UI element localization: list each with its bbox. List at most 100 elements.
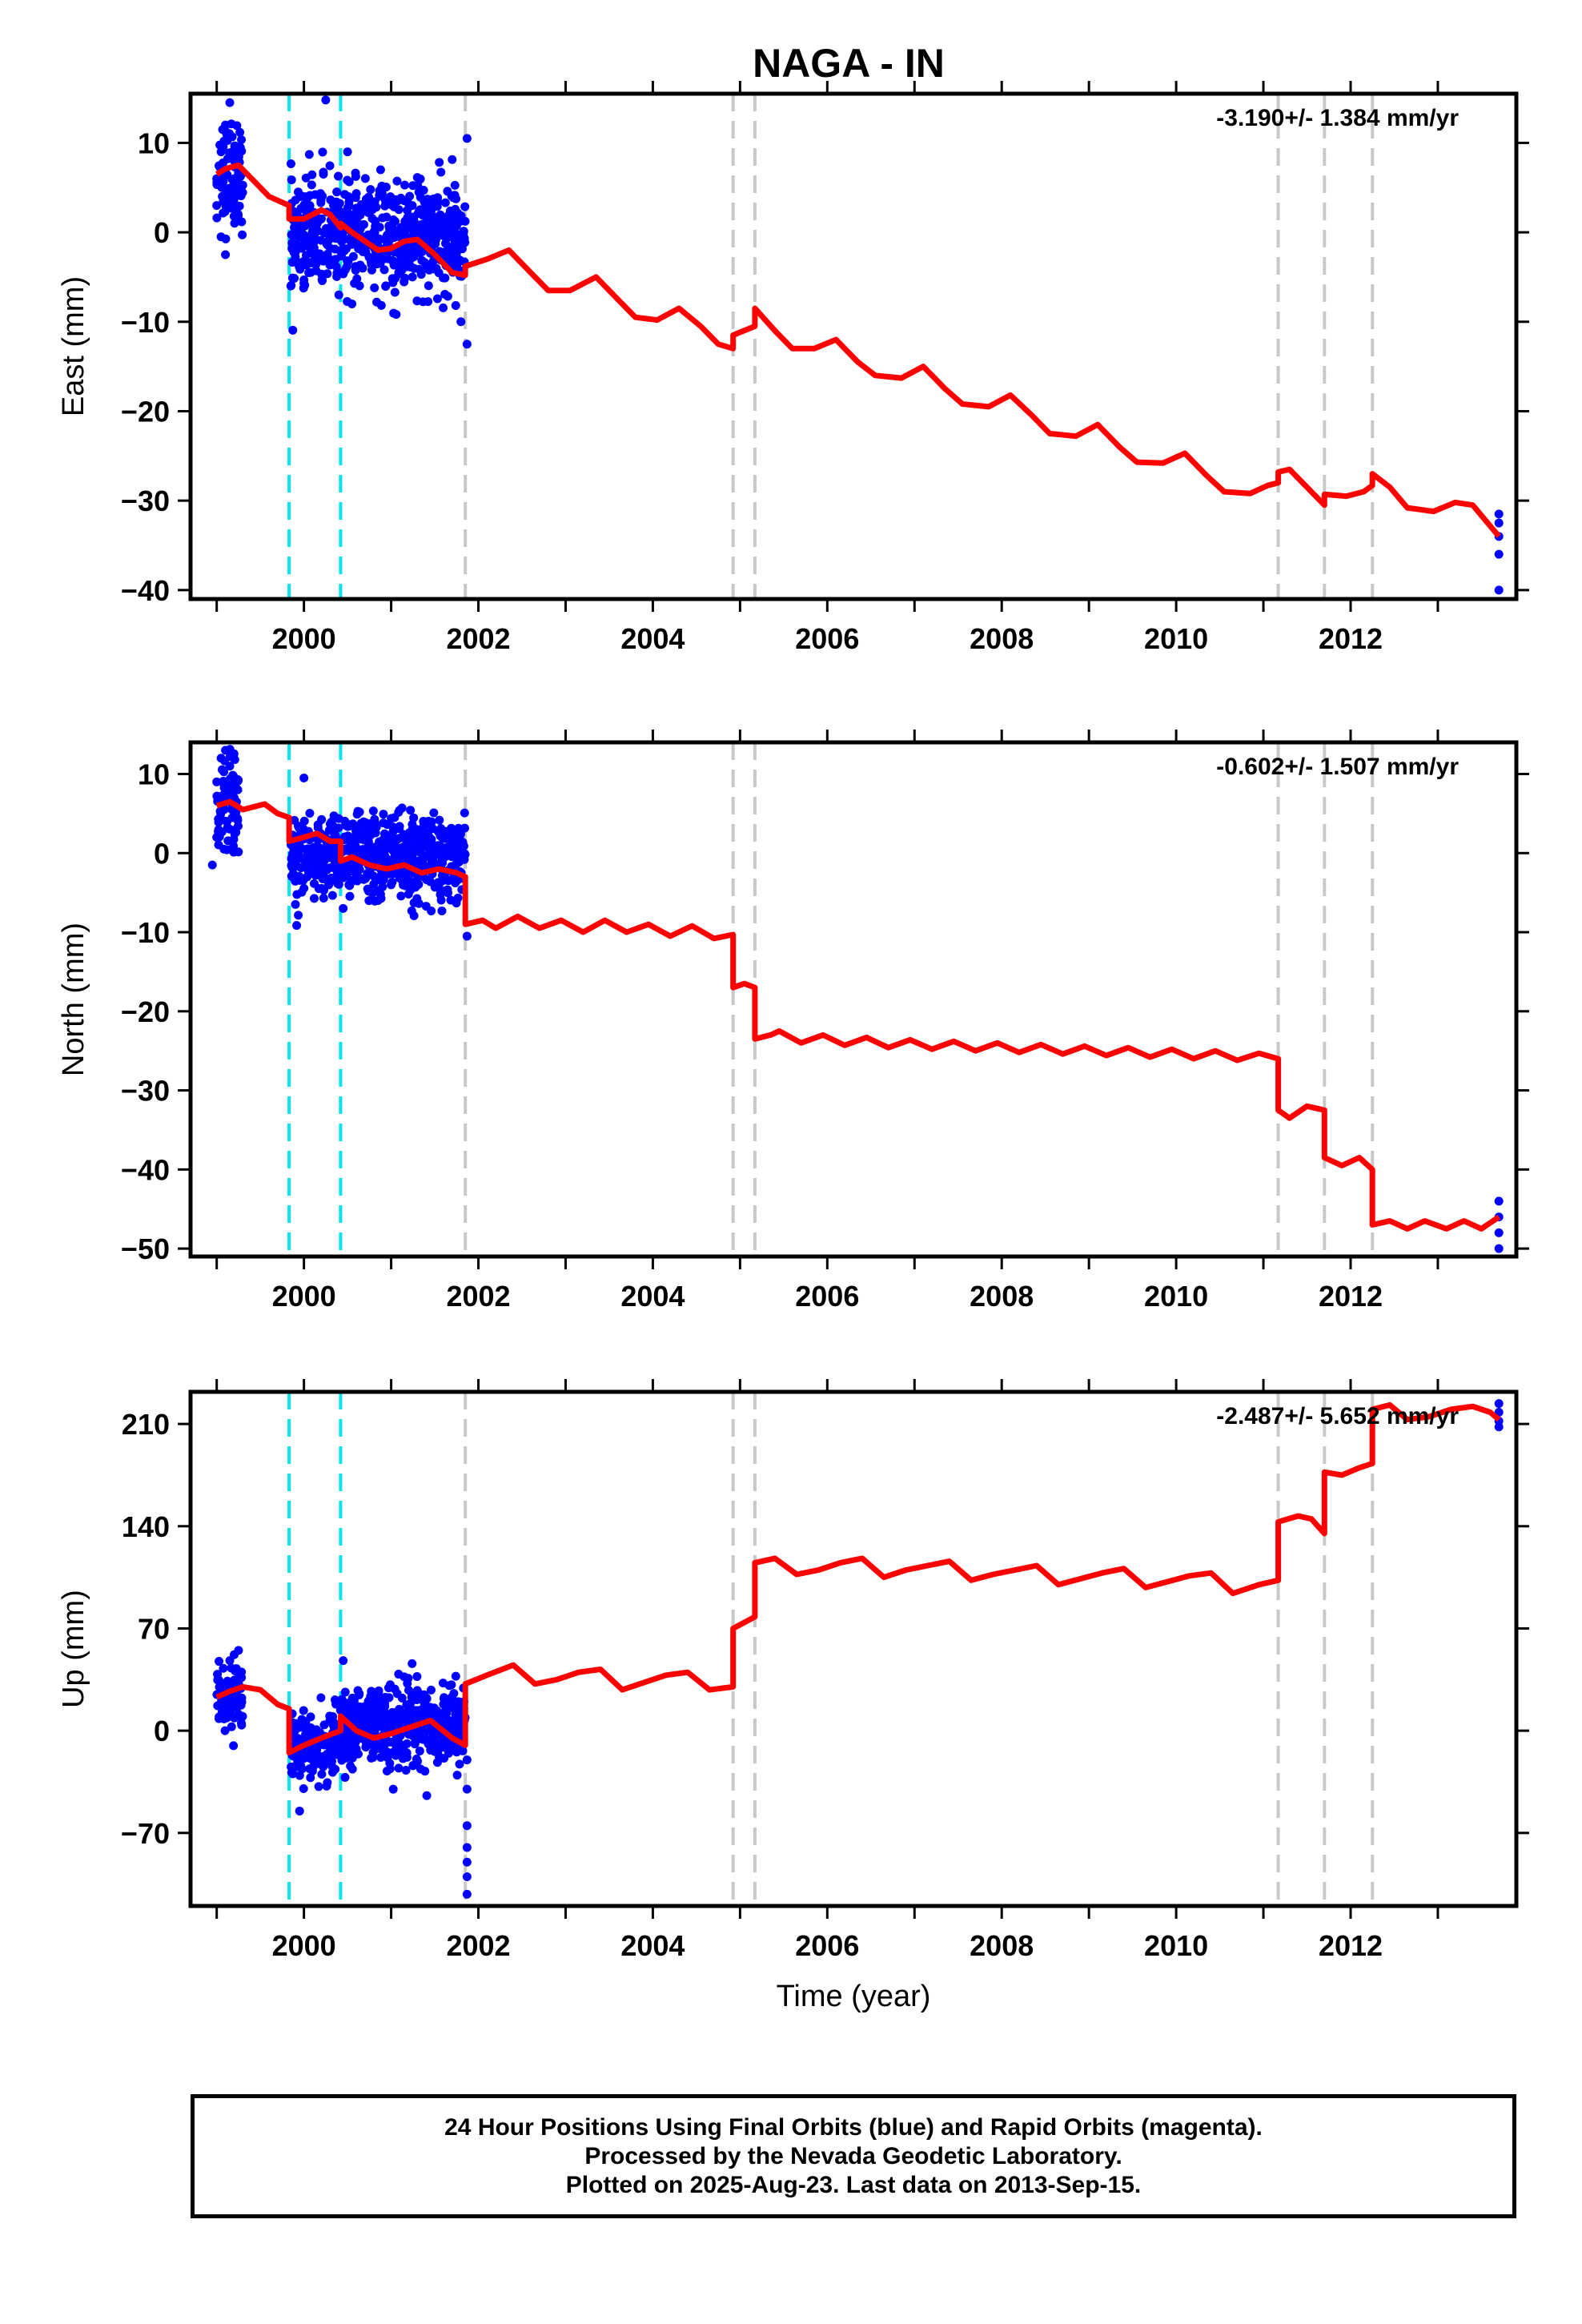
position-point: [433, 827, 443, 837]
position-point: [400, 180, 410, 190]
position-point: [460, 823, 469, 833]
y-tick-label: −40: [121, 1153, 170, 1186]
position-point: [455, 1759, 464, 1769]
position-point: [452, 854, 462, 863]
position-point: [307, 180, 316, 190]
position-point: [1494, 1244, 1504, 1253]
x-tick-label: 2012: [1319, 1929, 1383, 1962]
position-point: [318, 147, 327, 157]
position-point: [233, 202, 243, 211]
position-point: [462, 340, 472, 349]
position-point: [455, 834, 464, 843]
position-point: [307, 1750, 317, 1759]
position-point: [411, 839, 420, 849]
y-tick-label: 0: [154, 1715, 170, 1747]
position-point: [214, 840, 223, 850]
position-point: [411, 856, 420, 866]
y-tick-label: 10: [138, 758, 170, 791]
x-tick-label: 2010: [1144, 1929, 1208, 1962]
position-point: [230, 141, 239, 151]
position-point: [440, 198, 450, 207]
position-point: [223, 136, 232, 146]
position-point: [216, 147, 226, 157]
position-point: [1494, 509, 1504, 519]
position-point: [343, 192, 353, 202]
position-point: [303, 194, 312, 203]
position-point: [294, 911, 303, 920]
position-point: [230, 219, 239, 228]
position-point: [381, 183, 391, 192]
position-point: [316, 1693, 326, 1703]
position-point: [394, 1670, 404, 1679]
x-tick-label: 2004: [620, 1280, 685, 1313]
position-point: [395, 824, 404, 834]
position-point: [382, 251, 391, 260]
position-point: [310, 862, 319, 872]
position-point: [355, 281, 364, 291]
position-point: [381, 235, 391, 244]
position-point: [346, 1730, 355, 1739]
position-point: [213, 1670, 223, 1679]
position-point: [231, 210, 241, 219]
position-point: [351, 1737, 360, 1747]
x-tick-label: 2012: [1319, 622, 1383, 655]
position-point: [234, 174, 243, 183]
x-tick-label: 2004: [620, 622, 685, 655]
position-point: [233, 821, 243, 830]
position-point: [334, 290, 343, 300]
position-point: [379, 265, 389, 275]
position-point: [216, 754, 226, 763]
position-point: [331, 262, 341, 271]
position-point: [420, 1767, 430, 1776]
position-point: [432, 294, 442, 304]
position-point: [313, 823, 323, 833]
panel-up: 210 140 70 0 −70 2000 2002 2004 2006 2008 2010 2012…: [57, 1379, 1529, 1962]
position-point: [422, 1791, 432, 1800]
position-point: [424, 216, 433, 226]
position-point: [304, 150, 314, 159]
x-tick-label: 2008: [970, 1280, 1034, 1313]
position-point: [215, 1714, 224, 1723]
position-point: [305, 808, 315, 818]
panel-north: 10 0 −10 −20 −30 −40 −50 2000 2002 2004 2006 2008 20…: [57, 730, 1529, 1313]
position-point: [408, 201, 417, 211]
position-point: [394, 1763, 404, 1773]
y-axis-label-up: Up (mm): [57, 1590, 90, 1708]
position-point: [225, 148, 235, 158]
position-point: [340, 1687, 350, 1697]
y-tick-label: −50: [121, 1232, 170, 1265]
position-point: [450, 180, 460, 190]
position-point: [382, 1766, 391, 1775]
position-point: [287, 175, 296, 185]
position-point: [217, 814, 227, 824]
position-point: [343, 147, 352, 157]
position-point: [432, 1758, 442, 1767]
position-point: [400, 277, 409, 287]
position-point: [427, 834, 436, 844]
position-point: [414, 187, 424, 197]
position-point: [347, 299, 357, 308]
position-point: [299, 773, 309, 782]
position-point: [289, 860, 299, 870]
position-point: [427, 842, 436, 852]
position-point: [315, 1752, 325, 1762]
position-point: [379, 810, 388, 819]
x-tick-label: 2008: [970, 622, 1034, 655]
position-point: [401, 1766, 411, 1775]
position-point: [449, 826, 459, 836]
position-point: [387, 1707, 397, 1717]
position-point: [440, 289, 450, 299]
position-point: [409, 263, 419, 273]
plot-frame: [188, 1389, 1519, 1908]
y-tick-label: −30: [121, 485, 170, 517]
position-point: [223, 1698, 233, 1707]
position-point: [221, 250, 231, 259]
plot-frame: [188, 740, 1519, 1259]
position-point: [426, 877, 436, 887]
position-point: [396, 1715, 405, 1724]
x-tick-label: 2000: [272, 1929, 336, 1962]
position-point: [420, 223, 429, 233]
position-point: [367, 1724, 376, 1734]
x-tick-label: 2008: [970, 1929, 1034, 1962]
